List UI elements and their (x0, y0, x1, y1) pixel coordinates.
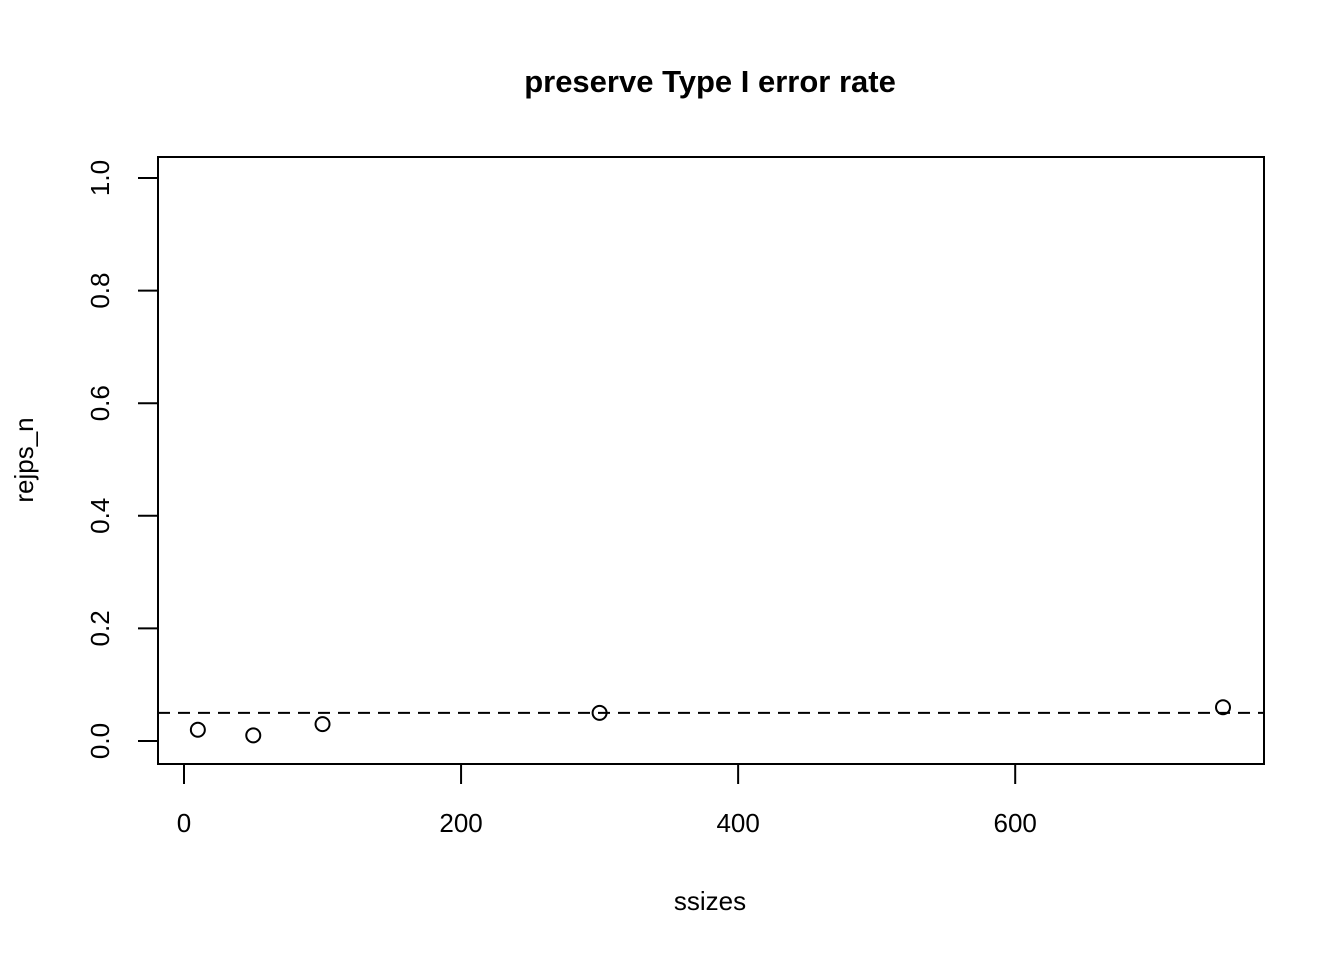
x-axis: 0 200 400 600 (177, 763, 1037, 838)
chart-title: preserve Type I error rate (524, 64, 896, 99)
y-axis: 0.0 0.2 0.4 0.6 0.8 1.0 (85, 160, 159, 759)
plot-frame (157, 156, 1265, 765)
y-axis-label: rejps_n (9, 417, 39, 502)
data-point (245, 727, 262, 744)
y-tick-label: 0.6 (85, 385, 115, 421)
y-tick-label: 1.0 (85, 160, 115, 196)
x-tick-label: 600 (994, 808, 1037, 838)
data-point (1215, 699, 1231, 716)
x-tick-label: 0 (177, 808, 191, 838)
y-tick-label: 0.4 (85, 498, 115, 534)
x-tick-label: 400 (716, 808, 759, 838)
x-axis-label: ssizes (674, 886, 746, 916)
data-point (189, 721, 206, 738)
y-tick-label: 0.8 (85, 273, 115, 309)
data-point (591, 704, 608, 721)
x-tick-label: 200 (439, 808, 482, 838)
data-point (314, 716, 331, 733)
y-tick-label: 0.2 (85, 610, 115, 646)
y-tick-label: 0.0 (85, 723, 115, 759)
data-points (189, 699, 1231, 744)
